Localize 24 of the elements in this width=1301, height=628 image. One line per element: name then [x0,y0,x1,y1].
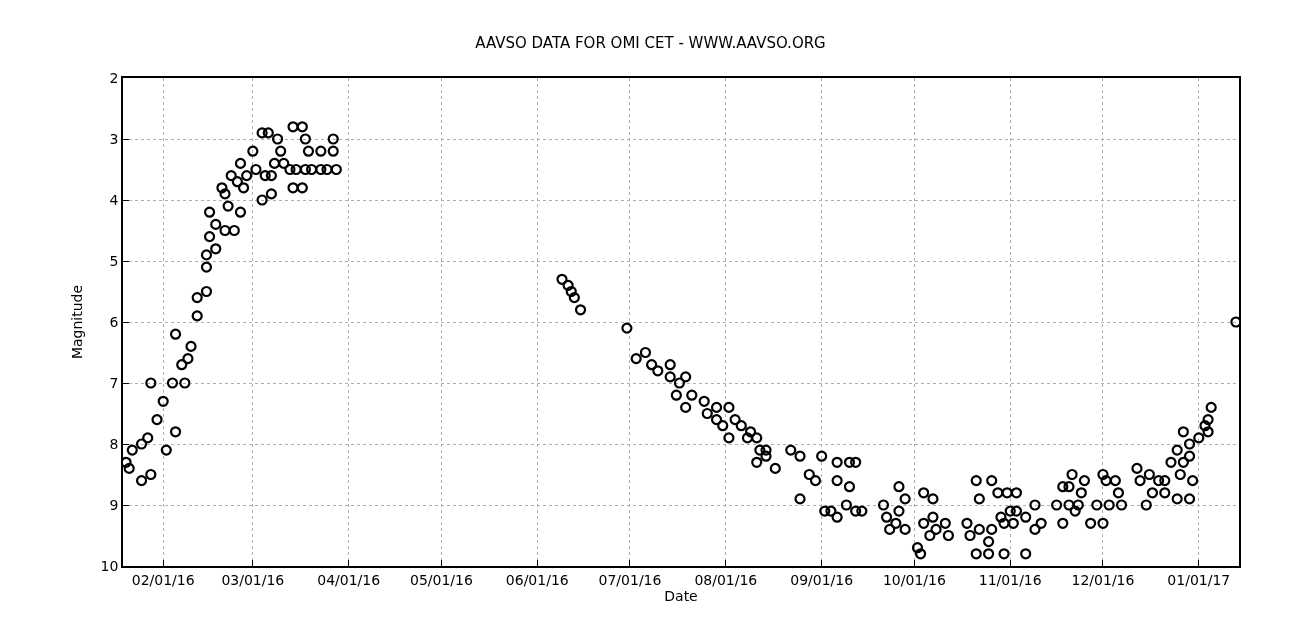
x-tick-label: 04/01/16 [317,571,381,588]
x-tick-label: 12/01/16 [1071,571,1135,588]
x-tick-label: 03/01/16 [221,571,285,588]
x-tick-label: 08/01/16 [694,571,758,588]
x-tick-label: 02/01/16 [131,571,195,588]
chart-title: AAVSO DATA FOR OMI CET - WWW.AAVSO.ORG [475,34,826,53]
x-tick-label: 11/01/16 [978,571,1042,588]
x-tick-label: 05/01/16 [409,571,473,588]
y-tick-label: 3 [109,130,119,147]
y-tick-label: 6 [109,313,119,330]
y-tick-label: 9 [109,496,119,513]
x-tick-label: 06/01/16 [505,571,569,588]
x-tick-label: 01/01/17 [1167,571,1231,588]
y-tick-label: 10 [100,557,119,574]
y-tick-label: 5 [109,252,119,269]
y-tick-label: 8 [109,435,119,452]
y-tick-label: 7 [109,374,119,391]
y-axis-title: Magnitude [68,284,85,360]
x-tick-label: 10/01/16 [882,571,946,588]
x-tick-label: 09/01/16 [790,571,854,588]
y-tick-label: 2 [109,69,119,86]
x-axis-title: Date [664,587,698,604]
y-tick-label: 4 [109,191,119,208]
x-tick-label: 07/01/16 [598,571,662,588]
